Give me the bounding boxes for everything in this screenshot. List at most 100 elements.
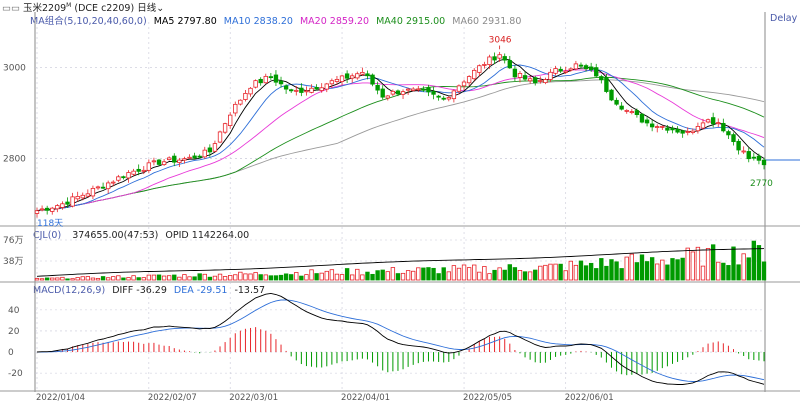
- candle-body: [477, 65, 482, 73]
- ma10-value: 2838.20: [253, 16, 293, 27]
- candle-body: [466, 76, 472, 84]
- volume-bar: [141, 277, 146, 281]
- volume-bar: [116, 275, 121, 281]
- volume-bar: [248, 273, 253, 281]
- candle-body: [212, 143, 218, 152]
- delay-label: Delay: [770, 13, 798, 24]
- candle-body: [44, 207, 50, 211]
- candle-body: [324, 83, 329, 90]
- candle-body: [375, 84, 380, 91]
- volume-bar: [187, 276, 192, 281]
- volume-bar: [426, 267, 431, 281]
- volume-bar: [344, 268, 350, 281]
- candle-body: [507, 60, 512, 69]
- volume-bar: [487, 273, 492, 281]
- volume-tick-label: 38万: [3, 257, 23, 267]
- volume-bar: [253, 272, 258, 281]
- volume-bar: [563, 270, 568, 281]
- date-tick-label: 2022/06/01: [565, 393, 614, 402]
- candle-body: [629, 111, 634, 113]
- candle-body: [634, 110, 640, 115]
- candle-body: [736, 140, 741, 151]
- volume-bar: [268, 275, 274, 281]
- ma5-value: 2797.80: [177, 16, 217, 27]
- candle-body: [716, 122, 721, 125]
- candle-body: [578, 64, 584, 67]
- candle-body: [644, 119, 650, 124]
- volume-bar: [477, 271, 482, 281]
- candle-body: [705, 119, 711, 123]
- candle-body: [655, 126, 660, 128]
- volume-bar: [263, 274, 268, 281]
- macd-title[interactable]: MACD(12,26,9): [33, 285, 106, 296]
- volume-bar: [39, 278, 45, 281]
- candle-body: [563, 70, 568, 73]
- volume-bar: [299, 275, 304, 281]
- date-tick-label: 2022/02/07: [148, 393, 197, 402]
- candle-body: [172, 155, 177, 163]
- candle-body: [558, 68, 563, 72]
- volume-bar: [507, 264, 512, 281]
- candle-body: [34, 210, 40, 214]
- candle-body: [350, 75, 355, 79]
- volume-bar: [395, 273, 401, 281]
- candle-body: [751, 156, 757, 159]
- volume-bar: [548, 263, 553, 281]
- volume-bar: [121, 277, 126, 281]
- candle-body: [639, 113, 645, 123]
- volume-bar: [522, 271, 528, 281]
- candle-body: [146, 162, 152, 171]
- ma60-value: 2931.80: [482, 16, 522, 27]
- volume-bar: [304, 274, 309, 281]
- volume-bar: [380, 269, 385, 281]
- candle-body: [660, 125, 665, 128]
- candle-body: [222, 123, 228, 133]
- ma5-readout: MA5 2797.80: [154, 16, 217, 27]
- volume-bar: [441, 267, 446, 281]
- period-label[interactable]: 日线: [137, 3, 157, 14]
- volume-bar: [105, 277, 111, 281]
- volume-bar: [502, 269, 507, 281]
- volume-bar: [629, 253, 634, 281]
- ma-header-title[interactable]: MA组合(5,10,20,40,60,0): [30, 16, 147, 27]
- candle-body: [360, 71, 365, 75]
- candle-body: [446, 97, 451, 100]
- candle-body: [710, 117, 716, 125]
- volume-bar: [217, 273, 223, 281]
- volume-bar: [151, 274, 157, 281]
- volume-bar: [411, 270, 416, 281]
- volume-bar: [583, 265, 589, 281]
- vol-title[interactable]: CJL(0): [33, 230, 62, 241]
- chevron-down-icon[interactable]: ⌄: [156, 3, 165, 14]
- volume-bar: [644, 261, 650, 281]
- volume-bar: [497, 267, 502, 281]
- symbol-title[interactable]: ▭▭ 玉米2209M (DCE c2209) 日线⌄: [2, 0, 164, 14]
- high-price-label: 3046: [489, 36, 512, 46]
- candle-body: [177, 159, 182, 163]
- candle-body: [238, 99, 243, 105]
- volume-bar: [573, 264, 579, 281]
- volume-bar: [111, 276, 116, 281]
- dea-readout: DEA -29.51: [174, 285, 227, 296]
- volume-bar: [314, 273, 319, 281]
- volume-bar: [400, 272, 406, 281]
- candle-body: [243, 93, 248, 100]
- volume-bar: [405, 270, 411, 281]
- candle-body: [416, 88, 421, 91]
- macd-header: MACD(12,26,9) DIFF -36.29 DEA -29.51 -13…: [33, 285, 265, 296]
- volume-bar: [283, 273, 289, 281]
- candle-body: [344, 73, 350, 79]
- candle-body: [258, 78, 263, 84]
- candle-body: [116, 176, 121, 181]
- candle-body: [700, 122, 706, 129]
- candle-body: [472, 69, 477, 80]
- candle-body: [614, 99, 619, 105]
- candle-body: [95, 186, 101, 189]
- volume-bar: [543, 264, 548, 281]
- volume-bar: [716, 261, 721, 281]
- volume-bar: [731, 246, 736, 281]
- candle-body: [726, 131, 731, 136]
- volume-bar: [665, 264, 670, 281]
- macd-value: -13.57: [234, 285, 266, 296]
